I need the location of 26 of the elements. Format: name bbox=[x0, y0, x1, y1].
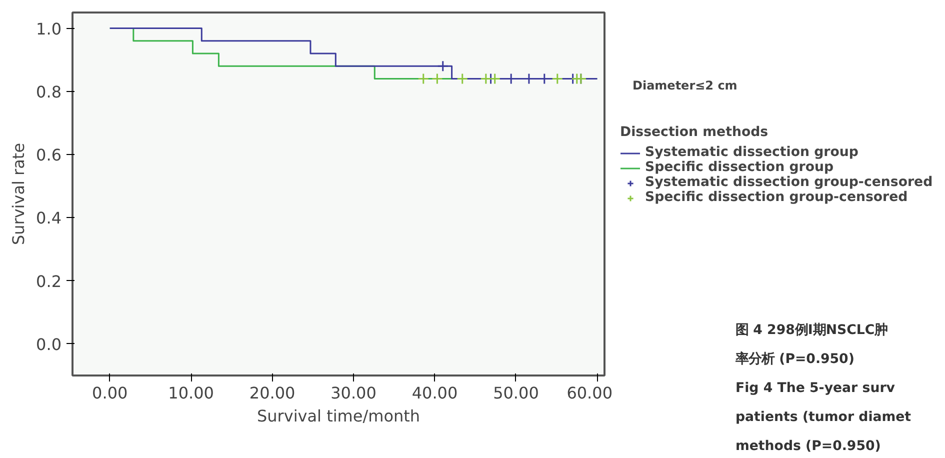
caption: Fig 4 The 5-year surv bbox=[736, 381, 896, 396]
x-tick-label: 60.00 bbox=[566, 384, 613, 402]
text: methods (P=0.950) bbox=[736, 439, 881, 454]
x-tick-label: 20.00 bbox=[249, 384, 296, 402]
legend-label: Systematic dissection group-censored bbox=[645, 175, 933, 190]
x-tick-label: 0.00 bbox=[92, 384, 128, 402]
legend-label: Systematic dissection group bbox=[645, 145, 858, 160]
x-tick-label: 10.00 bbox=[168, 384, 214, 402]
text: Diameter≤2 cm bbox=[632, 78, 738, 92]
y-tick-label: 0.6 bbox=[36, 146, 62, 165]
x-tick-label: 30.00 bbox=[330, 384, 376, 402]
y-axis-title: Survival rate bbox=[9, 142, 28, 246]
y-tick-label: 0.0 bbox=[36, 334, 62, 354]
y-tick-label: 0.2 bbox=[36, 272, 62, 291]
y-tick-label: 0.4 bbox=[36, 208, 62, 228]
text: 率分析 (P=0.950) bbox=[734, 351, 854, 367]
text: patients (tumor diamet bbox=[736, 410, 912, 425]
caption: 图 4 298例I期NSCLC肿 bbox=[736, 323, 888, 338]
legend-label: Specific dissection group-censored bbox=[645, 190, 908, 205]
y-tick-label: 0.8 bbox=[36, 82, 62, 102]
x-tick-label: 40.00 bbox=[412, 384, 458, 402]
y-tick-label: 1.0 bbox=[36, 19, 62, 38]
legend-label: Specific dissection group bbox=[645, 160, 834, 175]
legend-title: Dissection methods bbox=[620, 125, 770, 140]
x-axis-title: Survival time/month bbox=[256, 406, 420, 426]
x-tick-label: 50.00 bbox=[493, 384, 539, 402]
